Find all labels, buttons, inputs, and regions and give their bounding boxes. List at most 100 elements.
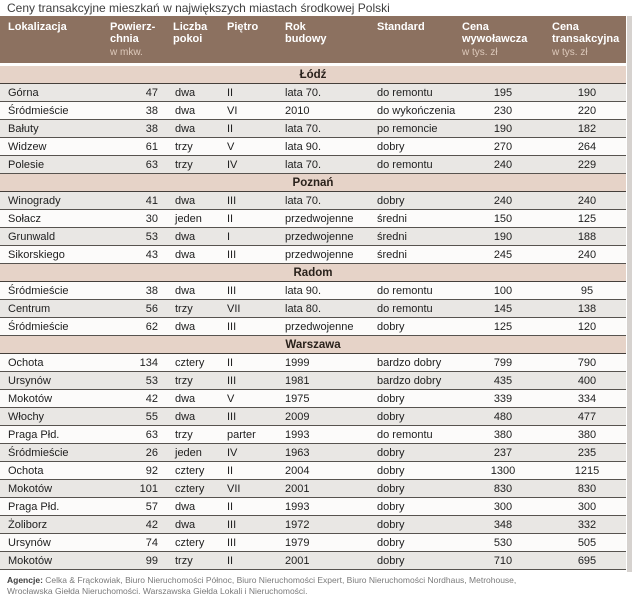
cell-cena-wywolawcza: 240 — [493, 158, 513, 171]
cell-pietro: VII — [227, 302, 241, 315]
table-row: Praga Płd. 63 trzy parter 1993 do remontu 380 3… — [0, 426, 626, 444]
cell-standard: dobry — [377, 194, 405, 207]
cell-cena-transakcyjna: 264 — [577, 140, 597, 153]
cell-standard: dobry — [377, 140, 405, 153]
section-header-pozna-: Poznań — [0, 174, 626, 192]
cell-pietro: IV — [227, 158, 238, 171]
cell-cena-transakcyjna: 235 — [577, 446, 597, 459]
table-row: Mokotów 42 dwa V 1975 dobry 339 334 — [0, 390, 626, 408]
cell-pietro: III — [227, 374, 237, 387]
column-header-unit: w mkw. — [110, 47, 143, 58]
cell-standard: średni — [377, 230, 407, 243]
cell-powierzchnia: 61 — [145, 140, 158, 153]
cell-lokalizacja: Śródmieście — [8, 320, 69, 333]
cell-cena-wywolawcza: 125 — [493, 320, 513, 333]
column-header-label: Lokalizacja — [8, 21, 67, 33]
cell-lokalizacja: Górna — [8, 86, 39, 99]
cell-powierzchnia: 38 — [145, 284, 158, 297]
cell-cena-wywolawcza: 710 — [493, 554, 513, 567]
cell-powierzchnia: 42 — [145, 518, 158, 531]
cell-standard: bardzo dobry — [377, 356, 442, 369]
cell-cena-wywolawcza: 830 — [493, 482, 513, 495]
cell-standard: średni — [377, 248, 407, 261]
agencies-line1: Celka & Frąckowiak, Biuro Nieruchomości … — [45, 575, 517, 585]
cell-lokalizacja: Żoliborz — [8, 518, 48, 531]
table-row: Sikorskiego 43 dwa III przedwojenne średni 245… — [0, 246, 626, 264]
cell-standard: do remontu — [377, 158, 433, 171]
cell-cena-transakcyjna: 240 — [577, 248, 597, 261]
cell-rok-budowy: 1993 — [285, 500, 310, 513]
column-header-unit: w tys. zł — [552, 47, 588, 58]
section-header--d-: Łódź — [0, 66, 626, 84]
cell-cena-transakcyjna: 229 — [577, 158, 597, 171]
cell-standard: dobry — [377, 320, 405, 333]
table-row: Żoliborz 42 dwa III 1972 dobry 348 332 — [0, 516, 626, 534]
cell-pietro: II — [227, 122, 234, 135]
prices-table: Lokalizacja Powierz-chnia w mkw. Liczba poko… — [0, 16, 626, 570]
cell-liczba-pokoi: dwa — [175, 86, 196, 99]
cell-cena-transakcyjna: 240 — [577, 194, 597, 207]
cell-powierzchnia: 41 — [145, 194, 158, 207]
cell-cena-transakcyjna: 334 — [577, 392, 597, 405]
cell-standard: bardzo dobry — [377, 374, 442, 387]
cell-standard: dobry — [377, 446, 405, 459]
cell-cena-wywolawcza: 145 — [493, 302, 513, 315]
cell-rok-budowy: 2009 — [285, 410, 310, 423]
cell-pietro: V — [227, 140, 235, 153]
cell-lokalizacja: Mokotów — [8, 482, 53, 495]
cell-standard: po remoncie — [377, 122, 438, 135]
cell-cena-wywolawcza: 100 — [493, 284, 513, 297]
cell-cena-wywolawcza: 435 — [493, 374, 513, 387]
agencies-footer: Agencje: Celka & Frąckowiak, Biuro Nieru… — [7, 575, 619, 596]
cell-liczba-pokoi: dwa — [175, 500, 196, 513]
cell-powierzchnia: 47 — [145, 86, 158, 99]
cell-powierzchnia: 57 — [145, 500, 158, 513]
table-row: Ochota 134 cztery II 1999 bardzo dobry 799 790 — [0, 354, 626, 372]
cell-cena-wywolawcza: 1300 — [490, 464, 516, 477]
table-row: Mokotów 101 cztery VII 2001 dobry 830 830 — [0, 480, 626, 498]
cell-cena-wywolawcza: 270 — [493, 140, 513, 153]
cell-powierzchnia: 63 — [145, 428, 158, 441]
cell-lokalizacja: Ursynów — [8, 536, 51, 549]
cell-liczba-pokoi: dwa — [175, 104, 196, 117]
column-header-unit: w tys. zł — [462, 47, 498, 58]
column-header-label: chnia — [110, 33, 139, 45]
cell-liczba-pokoi: dwa — [175, 518, 196, 531]
table-row: Praga Płd. 57 dwa II 1993 dobry 300 300 — [0, 498, 626, 516]
cell-cena-wywolawcza: 348 — [493, 518, 513, 531]
table-row: Mokotów 99 trzy II 2001 dobry 710 695 — [0, 552, 626, 570]
cell-rok-budowy: 2010 — [285, 104, 310, 117]
cell-liczba-pokoi: trzy — [175, 374, 193, 387]
column-header-label: Cena — [552, 21, 579, 33]
cell-cena-wywolawcza: 190 — [493, 122, 513, 135]
cell-lokalizacja: Ochota — [8, 356, 44, 369]
cell-liczba-pokoi: dwa — [175, 194, 196, 207]
cell-cena-transakcyjna: 125 — [577, 212, 597, 225]
cell-rok-budowy: przedwojenne — [285, 212, 354, 225]
cell-lokalizacja: Ursynów — [8, 374, 51, 387]
page-title: Ceny transakcyjne mieszkań w największyc… — [7, 1, 390, 15]
cell-powierzchnia: 42 — [145, 392, 158, 405]
column-header-label: pokoi — [173, 33, 203, 45]
cell-pietro: III — [227, 518, 237, 531]
cell-cena-wywolawcza: 230 — [493, 104, 513, 117]
scan-edge-strip — [627, 16, 632, 572]
table-body: Łódź Górna 47 dwa II lata 70. do remontu 195 190… — [0, 66, 626, 570]
cell-standard: dobry — [377, 500, 405, 513]
cell-cena-wywolawcza: 300 — [493, 500, 513, 513]
cell-liczba-pokoi: jeden — [175, 212, 202, 225]
cell-pietro: III — [227, 536, 237, 549]
cell-cena-transakcyjna: 380 — [577, 428, 597, 441]
cell-cena-wywolawcza: 150 — [493, 212, 513, 225]
cell-cena-transakcyjna: 505 — [577, 536, 597, 549]
cell-liczba-pokoi: dwa — [175, 248, 196, 261]
cell-pietro: III — [227, 284, 237, 297]
table-row: Centrum 56 trzy VII lata 80. do remontu 145 138 — [0, 300, 626, 318]
table-row: Śródmieście 38 dwa III lata 90. do remontu 100… — [0, 282, 626, 300]
cell-rok-budowy: lata 70. — [285, 158, 322, 171]
cell-standard: dobry — [377, 464, 405, 477]
cell-liczba-pokoi: cztery — [175, 464, 205, 477]
cell-cena-transakcyjna: 220 — [577, 104, 597, 117]
cell-rok-budowy: 1979 — [285, 536, 310, 549]
